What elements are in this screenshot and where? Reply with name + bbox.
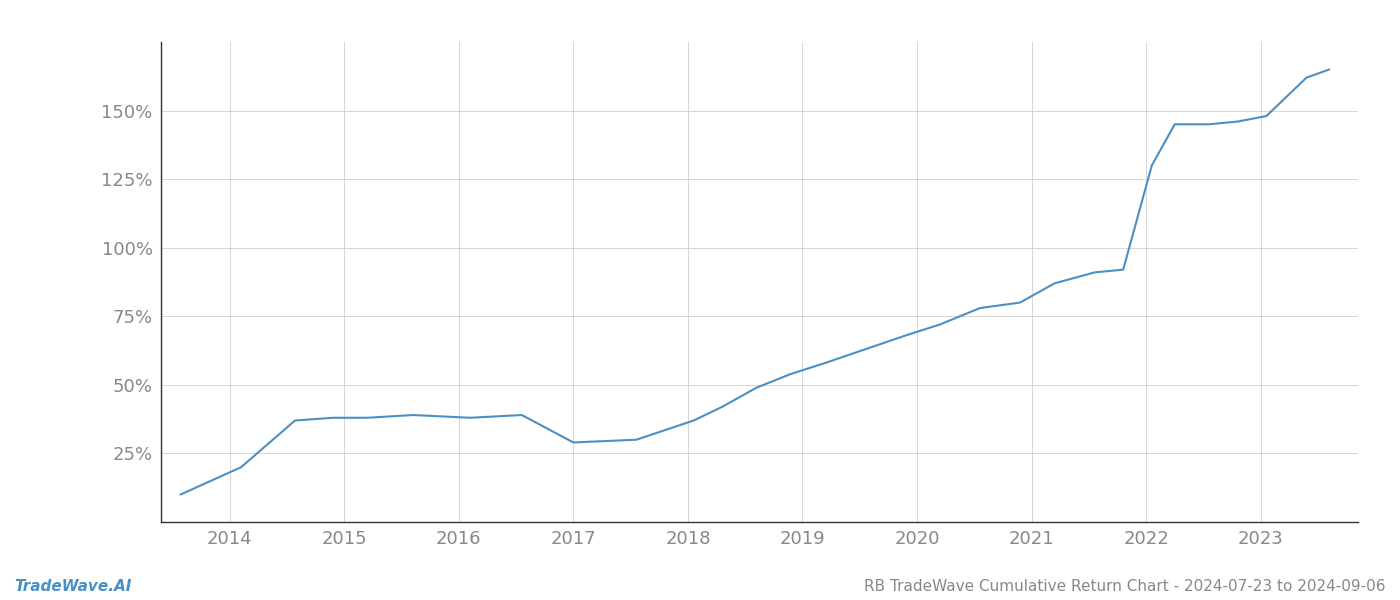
Text: TradeWave.AI: TradeWave.AI — [14, 579, 132, 594]
Text: RB TradeWave Cumulative Return Chart - 2024-07-23 to 2024-09-06: RB TradeWave Cumulative Return Chart - 2… — [865, 579, 1386, 594]
